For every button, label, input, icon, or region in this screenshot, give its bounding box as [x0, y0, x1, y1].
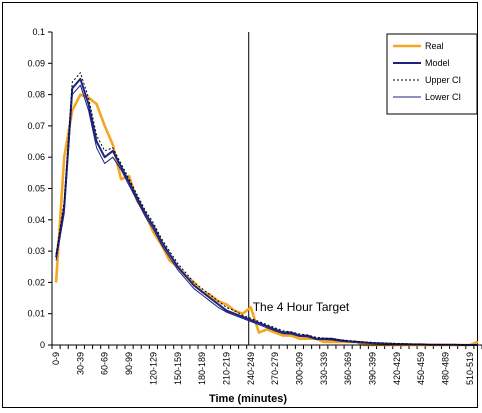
x-axis-label: Time (minutes) [209, 393, 287, 405]
x-tick-label: 90-99 [124, 352, 134, 375]
x-tick-label: 330-339 [319, 352, 329, 385]
x-tick-label: 390-399 [367, 352, 377, 385]
y-tick-label: 0.07 [27, 121, 45, 131]
x-tick-label: 300-309 [294, 352, 304, 385]
legend-label: Real [425, 41, 444, 51]
x-tick-label: 150-159 [173, 352, 183, 385]
x-tick-label: 420-429 [392, 352, 402, 385]
x-tick-label: 180-189 [197, 352, 207, 385]
legend: Real Model Upper CI Lower CI [386, 33, 478, 115]
y-tick-label: 0.08 [27, 90, 45, 100]
series-line-upper-ci [55, 72, 478, 346]
y-tick-label: 0.03 [27, 246, 45, 256]
x-tick-label: 450-459 [416, 352, 426, 385]
x-tick-label: 360-369 [343, 352, 353, 385]
y-tick-label: 0.09 [27, 58, 45, 68]
y-tick-label: 0.05 [27, 184, 45, 194]
y-tick-label: 0.04 [27, 215, 45, 225]
y-axis-ticks: 0 0.01 0.02 0.03 0.04 0.05 0.06 0.07 0.08 0.09 0.1 [27, 27, 52, 350]
x-tick-label: 510-519 [465, 352, 475, 385]
x-tick-label: 120-129 [148, 352, 158, 385]
x-tick-label: 30-39 [75, 352, 85, 375]
legend-label: Upper CI [425, 75, 461, 85]
legend-label: Model [425, 58, 450, 68]
x-tick-label: 270-279 [270, 352, 280, 385]
chart-frame [2, 2, 478, 408]
y-tick-label: 0.06 [27, 152, 45, 162]
x-tick-label: 0-9 [51, 352, 61, 365]
y-tick-label: 0.1 [32, 27, 45, 37]
legend-label: Lower CI [425, 92, 461, 102]
y-tick-label: 0.01 [27, 309, 45, 319]
y-tick-label: 0 [40, 340, 45, 350]
legend-box [386, 33, 478, 115]
y-tick-label: 0.02 [27, 277, 45, 287]
x-tick-label: 240-249 [246, 352, 256, 385]
x-tick-label: 210-219 [221, 352, 231, 385]
x-axis-ticks: 0-9 30-39 60-69 90-99 120-129 150-159 180-189 2… [51, 345, 482, 385]
x-tick-label: 480-489 [440, 352, 450, 385]
target-annotation: The 4 Hour Target [253, 300, 350, 314]
x-tick-label: 60-69 [100, 352, 110, 375]
